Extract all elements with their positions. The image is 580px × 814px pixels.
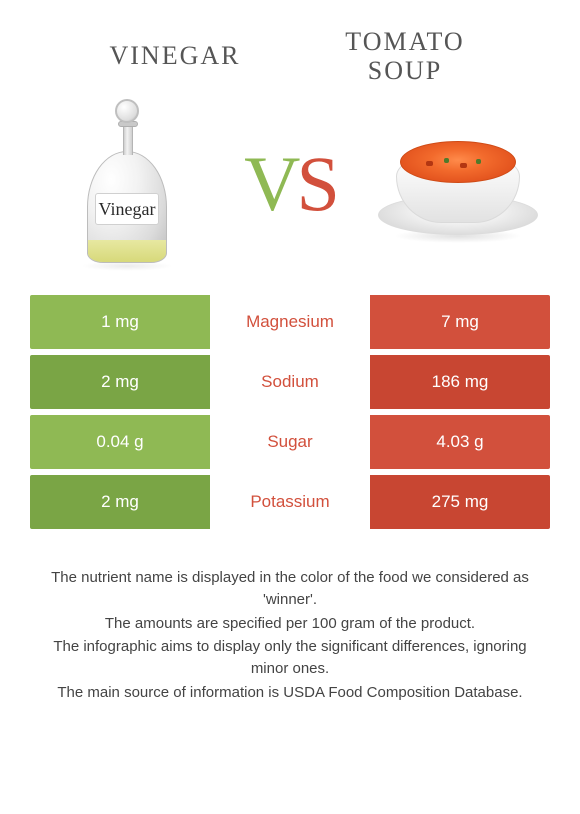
title-right: TOMATO SOUP (290, 28, 520, 85)
nutrient-table: 1 mgMagnesium7 mg2 mgSodium186 mg0.04 gS… (30, 295, 550, 529)
cell-right-value: 7 mg (370, 295, 550, 349)
soup-illustration (378, 99, 528, 269)
title-right-line1: TOMATO (345, 27, 464, 56)
vs-text: VS (244, 139, 336, 229)
table-row: 2 mgPotassium275 mg (30, 475, 550, 529)
cell-right-value: 4.03 g (370, 415, 550, 469)
vs-v: V (244, 140, 296, 227)
footnote-line: The nutrient name is displayed in the co… (40, 567, 540, 611)
cell-right-value: 275 mg (370, 475, 550, 529)
vs-s: S (296, 140, 335, 227)
cell-left-value: 2 mg (30, 475, 210, 529)
footnotes: The nutrient name is displayed in the co… (30, 567, 550, 704)
cell-left-value: 1 mg (30, 295, 210, 349)
footnote-line: The amounts are specified per 100 gram o… (40, 613, 540, 635)
cell-nutrient-name: Sugar (210, 415, 370, 469)
cell-left-value: 0.04 g (30, 415, 210, 469)
hero-row: Vinegar VS (30, 105, 550, 295)
table-row: 0.04 gSugar4.03 g (30, 415, 550, 469)
vinegar-illustration: Vinegar (52, 99, 202, 269)
comparison-infographic: VINEGAR TOMATO SOUP Vinegar VS (0, 0, 580, 814)
footnote-line: The infographic aims to display only the… (40, 636, 540, 680)
cell-left-value: 2 mg (30, 355, 210, 409)
table-row: 1 mgMagnesium7 mg (30, 295, 550, 349)
titles-row: VINEGAR TOMATO SOUP (30, 28, 550, 105)
footnote-line: The main source of information is USDA F… (40, 682, 540, 704)
title-right-line2: SOUP (368, 56, 442, 85)
cell-nutrient-name: Magnesium (210, 295, 370, 349)
cell-nutrient-name: Sodium (210, 355, 370, 409)
vinegar-bottle-label: Vinegar (99, 199, 156, 220)
cell-right-value: 186 mg (370, 355, 550, 409)
table-row: 2 mgSodium186 mg (30, 355, 550, 409)
cell-nutrient-name: Potassium (210, 475, 370, 529)
title-left: VINEGAR (60, 42, 290, 71)
